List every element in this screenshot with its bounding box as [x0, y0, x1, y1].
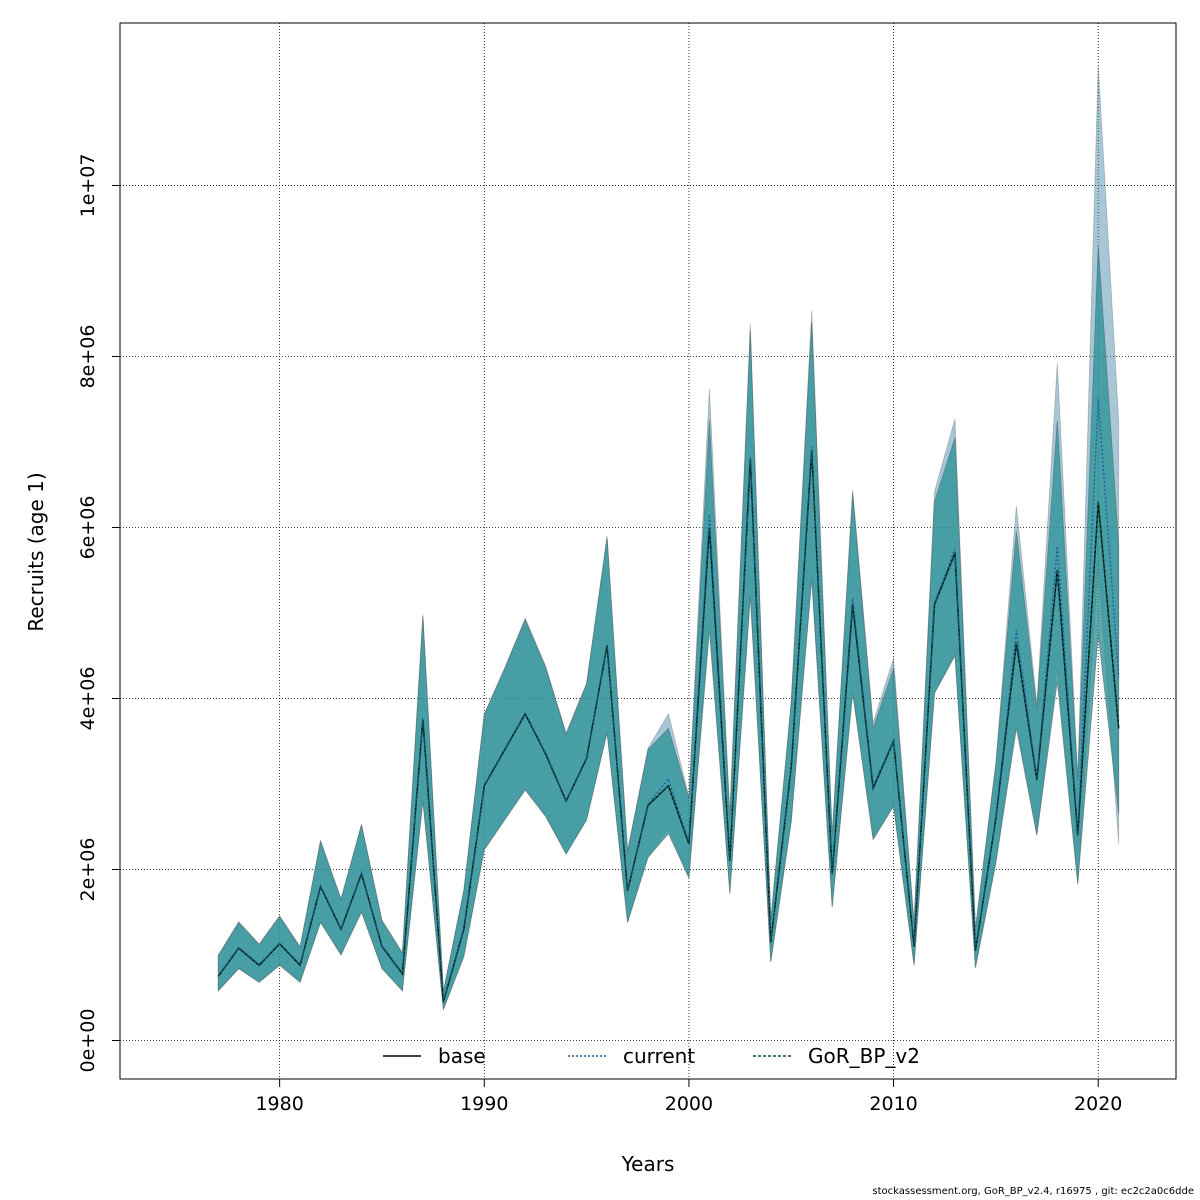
x-tick-label: 1990: [460, 1093, 508, 1115]
y-axis-title: Recruits (age 1): [24, 472, 48, 631]
footer-credit: stockassessment.org, GoR_BP_v2.4, r16975…: [872, 1186, 1194, 1197]
legend-label-base: base: [438, 1044, 486, 1068]
x-tick-label: 2020: [1074, 1093, 1122, 1115]
legend-label-current: current: [623, 1044, 695, 1068]
x-tick-label: 2000: [665, 1093, 713, 1115]
plot-frame: [119, 22, 1177, 1080]
legend-label-GoR_BP_v2: GoR_BP_v2: [808, 1044, 920, 1068]
y-tick-label: 8e+06: [77, 325, 99, 389]
y-axis: 0e+00 2e+06 4e+06 6e+06 8e+06 1e+07: [77, 154, 120, 1073]
x-axis-title: Years: [621, 1152, 675, 1176]
grid-lines: [120, 23, 1176, 1079]
x-axis: 1980 1990 2000 2010 2020: [255, 1079, 1122, 1115]
series-lines: [217, 399, 1120, 1003]
y-tick-label: 0e+00: [77, 1009, 99, 1073]
y-tick-label: 4e+06: [77, 667, 99, 731]
y-tick-label: 1e+07: [77, 154, 99, 218]
confidence-bands: [217, 65, 1120, 1010]
y-tick-label: 2e+06: [77, 838, 99, 902]
x-tick-label: 1980: [255, 1093, 303, 1115]
y-tick-label: 6e+06: [77, 496, 99, 560]
legend: base current GoR_BP_v2: [383, 1044, 920, 1068]
series-line-GoR_BP_v2: [217, 450, 1120, 1003]
x-tick-label: 2010: [869, 1093, 917, 1115]
